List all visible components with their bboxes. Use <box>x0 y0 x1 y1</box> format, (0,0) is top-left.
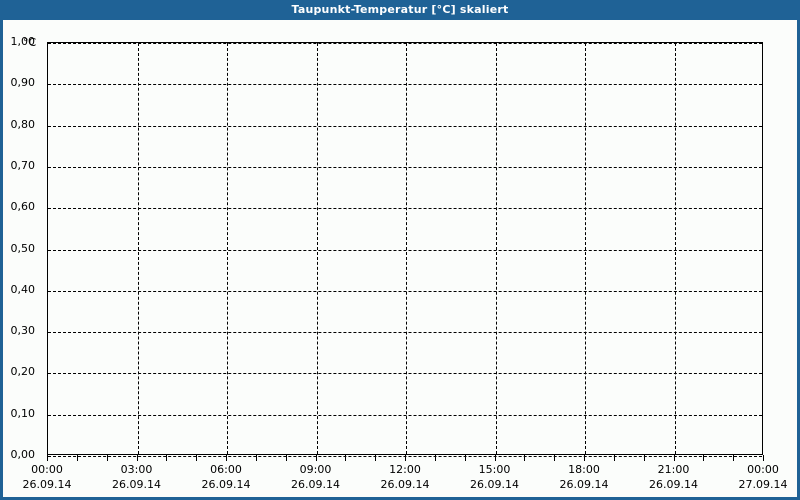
x-axis-tick-label: 21:00 26.09.14 <box>629 462 719 492</box>
x-axis-minor-tick <box>136 455 138 461</box>
plot-area <box>47 42 763 457</box>
gridline-vertical <box>495 43 497 454</box>
x-axis-tick-time: 03:00 <box>120 463 153 476</box>
x-axis-minor-tick <box>285 455 287 461</box>
y-axis-tick-label: 0,70 <box>10 158 36 172</box>
x-axis-minor-tick <box>613 455 615 461</box>
x-axis-minor-tick <box>434 455 436 461</box>
y-axis-tick-label: 0,00 <box>10 448 36 461</box>
gridline-horizontal <box>48 166 762 168</box>
gridline-horizontal <box>48 249 762 251</box>
gridline-horizontal <box>48 208 762 210</box>
x-axis-tick-date: 26.09.14 <box>201 478 251 491</box>
x-axis-tick-date: 26.09.14 <box>291 478 340 491</box>
x-axis-tick-date: 26.09.14 <box>22 478 72 491</box>
gridline-vertical <box>316 43 318 454</box>
gridline-horizontal <box>48 290 762 292</box>
y-axis-tick-label: 0,50 <box>10 241 36 255</box>
gridline-horizontal <box>48 84 762 86</box>
x-axis-minor-tick <box>733 455 735 461</box>
gridline-horizontal <box>48 125 762 127</box>
x-axis-minor-tick <box>196 455 198 461</box>
x-axis-tick-date: 26.09.14 <box>470 478 519 491</box>
y-axis-tick-label: 0,40 <box>10 282 36 296</box>
gridline-vertical <box>674 43 676 454</box>
x-axis-minor-tick <box>584 455 585 461</box>
gridline-vertical <box>227 43 228 454</box>
x-axis-minor-tick <box>464 455 466 461</box>
x-axis-minor-tick <box>375 455 377 461</box>
x-axis-minor-tick <box>554 455 556 461</box>
x-axis-minor-tick <box>226 455 227 461</box>
x-axis-minor-tick <box>524 455 526 461</box>
x-axis-tick-time: 09:00 <box>299 463 332 476</box>
y-axis-tick-label: 0,30 <box>10 324 36 338</box>
gridline-vertical <box>406 43 407 454</box>
x-axis-minor-tick <box>315 455 317 461</box>
x-axis-tick-label: 00:00 27.09.14 <box>718 462 797 492</box>
x-axis-tick-label: 06:00 26.09.14 <box>181 462 271 492</box>
gridline-horizontal <box>48 414 762 416</box>
y-axis-unit-label: °C <box>23 36 37 49</box>
x-axis-tick-time: 18:00 <box>568 463 600 476</box>
chart-title-bar: Taupunkt-Temperatur [°C] skaliert <box>3 0 797 20</box>
x-axis-tick-time: 00:00 <box>31 463 63 476</box>
x-axis-tick-date: 26.09.14 <box>112 478 161 491</box>
y-axis-tick-label: 0,80 <box>10 117 36 131</box>
x-axis-minor-tick <box>47 455 48 461</box>
gridline-vertical <box>137 43 139 454</box>
x-axis-tick-date: 26.09.14 <box>380 478 430 491</box>
x-axis-minor-tick <box>703 455 705 461</box>
x-axis-minor-tick <box>255 455 257 461</box>
y-axis-tick-label: 0,90 <box>10 76 36 90</box>
gridline-vertical <box>585 43 586 454</box>
y-axis-tick-label: 0,60 <box>10 200 36 214</box>
gridline-horizontal <box>48 332 762 334</box>
x-axis-tick-label: 09:00 26.09.14 <box>271 462 361 492</box>
x-axis-minor-tick <box>763 455 764 461</box>
x-axis-tick-label: 12:00 26.09.14 <box>360 462 450 492</box>
x-axis-minor-tick <box>76 455 78 461</box>
x-axis-tick-label: 18:00 26.09.14 <box>539 462 629 492</box>
x-axis-minor-tick <box>166 455 168 461</box>
x-axis-minor-tick <box>405 455 406 461</box>
x-axis-tick-label: 00:00 26.09.14 <box>3 462 92 492</box>
x-axis-tick-time: 15:00 <box>478 463 511 476</box>
x-axis-tick-date: 27.09.14 <box>738 478 788 491</box>
x-axis-tick-date: 26.09.14 <box>559 478 609 491</box>
y-axis-tick-label: 0,10 <box>10 406 36 420</box>
x-axis-tick-time: 12:00 <box>389 463 421 476</box>
x-axis-tick-label: 03:00 26.09.14 <box>92 462 182 492</box>
x-axis-minor-tick <box>106 455 108 461</box>
x-axis-minor-tick <box>673 455 675 461</box>
x-axis-tick-time: 00:00 <box>747 463 779 476</box>
x-axis-minor-tick <box>643 455 645 461</box>
y-axis-tick-label: 1,00 <box>10 35 36 48</box>
gridline-horizontal <box>48 373 762 375</box>
x-axis-minor-tick <box>345 455 347 461</box>
x-axis-tick-label: 15:00 26.09.14 <box>450 462 540 492</box>
x-axis-tick-time: 06:00 <box>210 463 242 476</box>
x-axis-tick-time: 21:00 <box>657 463 690 476</box>
y-axis-tick-label: 0,20 <box>10 365 36 379</box>
gridline-horizontal <box>48 43 762 44</box>
x-axis-minor-tick <box>494 455 496 461</box>
x-axis-tick-date: 26.09.14 <box>649 478 698 491</box>
